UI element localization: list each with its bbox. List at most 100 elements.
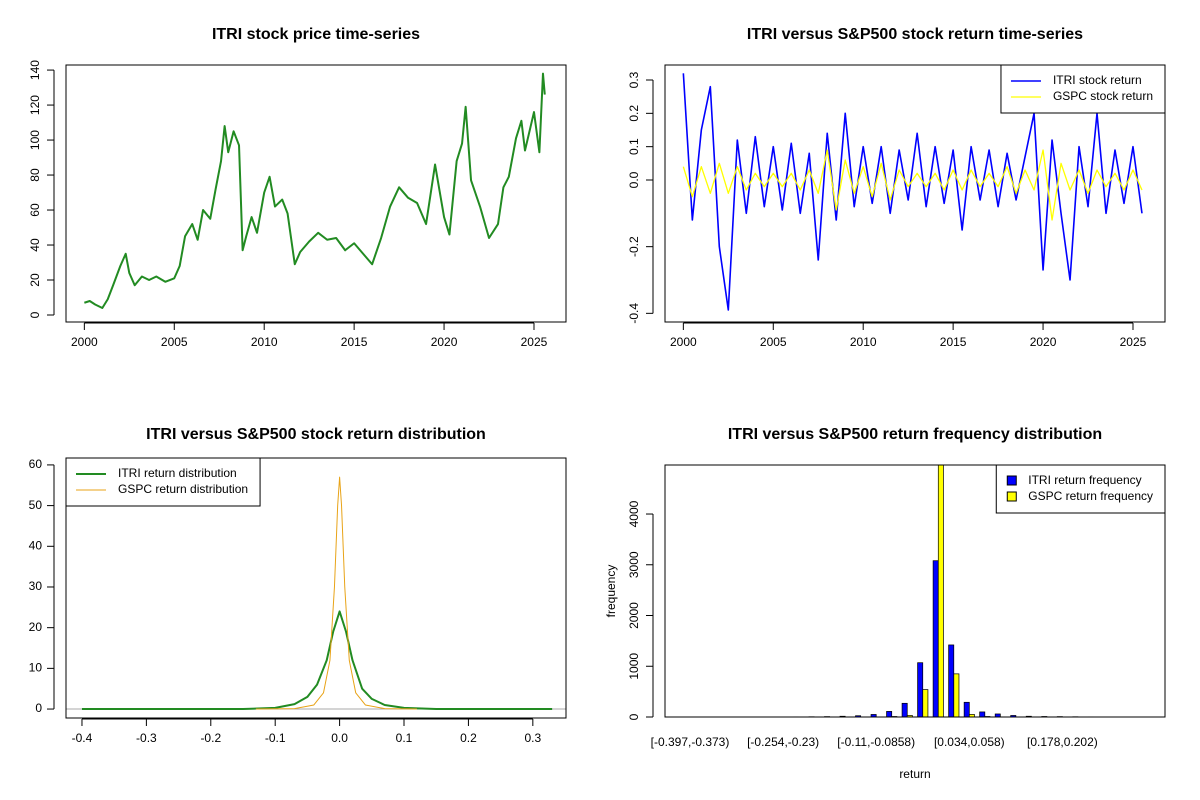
x-tick-label: 0.2 xyxy=(460,731,477,745)
x-tick-label: 0.1 xyxy=(396,731,413,745)
chart-title: ITRI versus S&P500 stock return distribu… xyxy=(146,426,486,443)
data-line xyxy=(84,72,546,309)
y-tick-label: 4000 xyxy=(627,500,641,527)
y-tick-label: 3000 xyxy=(627,551,641,578)
y-tick-label: 0.1 xyxy=(627,138,641,155)
x-tick-label: 2020 xyxy=(1030,335,1057,349)
legend-label: ITRI stock return xyxy=(1053,73,1142,87)
legend-swatch xyxy=(1006,475,1017,486)
x-tick-label: 2025 xyxy=(1120,335,1147,349)
y-tick-label: 10 xyxy=(29,661,43,675)
chart-title: ITRI stock price time-series xyxy=(212,26,420,43)
bar xyxy=(979,711,986,717)
y-tick-label: -0.2 xyxy=(627,236,641,257)
bar xyxy=(906,715,913,717)
plot-area xyxy=(682,73,1143,311)
panel: ITRI versus S&P500 stock return distribu… xyxy=(29,426,567,745)
x-tick-label: 2010 xyxy=(850,335,877,349)
bar xyxy=(963,701,970,717)
x-tick-label: -0.3 xyxy=(136,731,157,745)
y-tick-label: 20 xyxy=(28,273,42,287)
legend-label: GSPC return distribution xyxy=(118,482,248,496)
x-tick-label: [-0.397,-0.373) xyxy=(651,735,730,749)
legend-box xyxy=(65,457,261,507)
plot-area xyxy=(84,72,546,309)
bar xyxy=(870,714,877,717)
plot-frame xyxy=(664,464,1166,718)
y-tick-label: 60 xyxy=(28,203,42,217)
x-tick-label: 2005 xyxy=(161,335,188,349)
y-tick-label: 0.2 xyxy=(627,105,641,122)
bar xyxy=(886,711,893,717)
y-tick-label: 120 xyxy=(28,95,42,115)
y-tick-label: 80 xyxy=(28,168,42,182)
plot-frame xyxy=(65,457,567,719)
x-tick-label: 2015 xyxy=(341,335,368,349)
bar xyxy=(1010,715,1017,717)
y-tick-label: 1000 xyxy=(627,653,641,680)
y-tick-label: 0 xyxy=(28,311,42,318)
data-line xyxy=(682,73,1143,311)
bar xyxy=(953,673,960,717)
x-tick-label: [-0.11,-0.0858) xyxy=(837,735,915,749)
panel: ITRI versus S&P500 stock return time-ser… xyxy=(627,26,1166,349)
y-axis-label: frequency xyxy=(604,565,618,618)
chart-title: ITRI versus S&P500 stock return time-ser… xyxy=(747,26,1083,43)
legend-label: GSPC return frequency xyxy=(1028,489,1153,503)
bar xyxy=(922,689,929,717)
bar xyxy=(901,702,908,717)
panel: ITRI versus S&P500 return frequency dist… xyxy=(604,426,1166,781)
x-tick-label: 2010 xyxy=(251,335,278,349)
y-tick-label: 0.3 xyxy=(627,71,641,88)
x-tick-label: 2015 xyxy=(940,335,967,349)
x-tick-label: -0.2 xyxy=(200,731,221,745)
x-tick-label: [0.034,0.058) xyxy=(934,735,1005,749)
data-line xyxy=(81,610,553,711)
y-tick-label: 40 xyxy=(29,538,43,552)
y-tick-label: 140 xyxy=(28,60,42,80)
bar xyxy=(855,715,862,717)
bar xyxy=(968,714,975,717)
panel: ITRI stock price time-series 0 20 40 60 80 100… xyxy=(28,26,567,349)
bar xyxy=(994,713,1001,717)
x-tick-label: -0.4 xyxy=(72,731,93,745)
plot-frame xyxy=(65,64,567,323)
y-tick-label: 2000 xyxy=(627,602,641,629)
y-tick-label: 0 xyxy=(627,713,641,720)
x-tick-label: 2005 xyxy=(760,335,787,349)
y-tick-label: -0.4 xyxy=(627,303,641,324)
legend-label: ITRI return distribution xyxy=(118,466,237,480)
bar xyxy=(932,560,939,717)
legend-box xyxy=(1000,64,1166,114)
bar xyxy=(917,662,924,717)
x-tick-label: [-0.254,-0.23) xyxy=(747,735,819,749)
x-tick-label: 0.0 xyxy=(331,731,348,745)
y-tick-label: 40 xyxy=(28,238,42,252)
plot-frame xyxy=(664,64,1166,323)
x-axis-label: return xyxy=(899,767,930,781)
y-tick-label: 0.0 xyxy=(627,171,641,188)
x-tick-label: -0.1 xyxy=(265,731,286,745)
x-tick-label: 2000 xyxy=(71,335,98,349)
bar xyxy=(948,644,955,717)
x-tick-label: [0.178,0.202) xyxy=(1027,735,1098,749)
y-tick-label: 0 xyxy=(35,701,42,715)
y-tick-label: 30 xyxy=(29,579,43,593)
legend-label: ITRI return frequency xyxy=(1028,473,1141,487)
x-tick-label: 0.3 xyxy=(524,731,541,745)
legend-box xyxy=(995,464,1166,514)
legend-swatch xyxy=(1006,491,1017,502)
legend-label: GSPC stock return xyxy=(1053,89,1153,103)
data-line xyxy=(255,476,417,710)
plot-area xyxy=(66,476,566,711)
bar xyxy=(937,465,944,717)
x-tick-label: 2025 xyxy=(521,335,548,349)
y-tick-label: 60 xyxy=(29,457,43,471)
data-line xyxy=(682,149,1143,221)
chart-title: ITRI versus S&P500 return frequency dist… xyxy=(728,426,1102,443)
x-tick-label: 2020 xyxy=(431,335,458,349)
x-tick-label: 2000 xyxy=(670,335,697,349)
